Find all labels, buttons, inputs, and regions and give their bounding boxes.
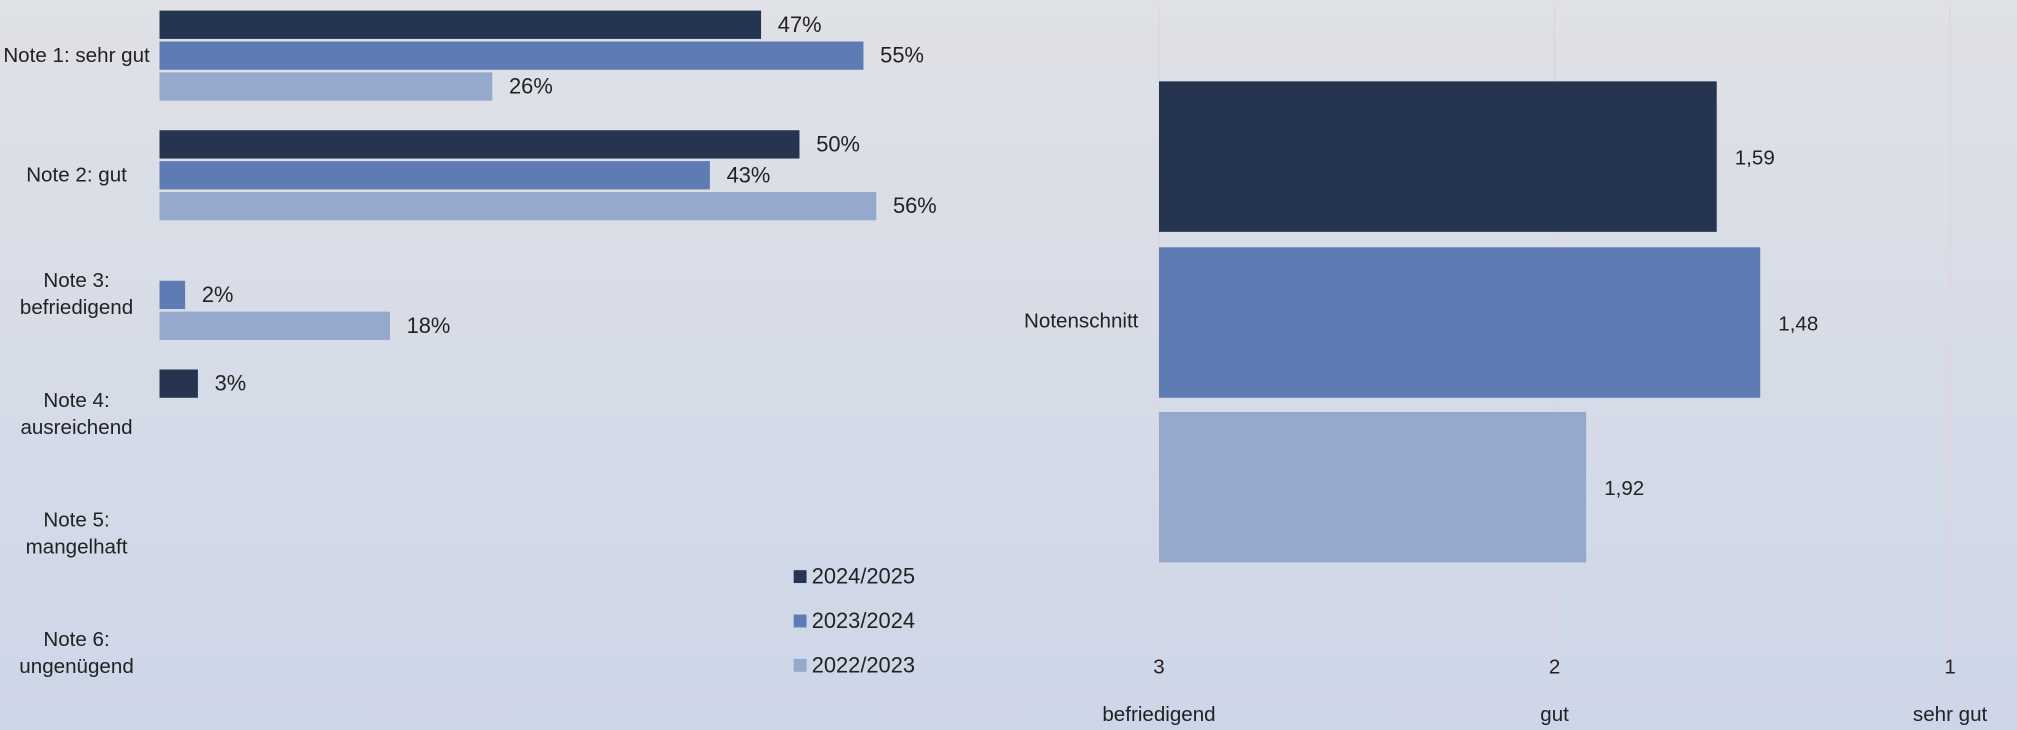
x-tick-label: 2 bbox=[1549, 655, 1560, 678]
category-label-text: Note 6: ungenügend bbox=[19, 629, 134, 679]
category-label-text: Note 2: gut bbox=[26, 164, 127, 187]
legend-label: 2023/2024 bbox=[812, 608, 915, 633]
value-label: 43% bbox=[727, 162, 771, 187]
bar bbox=[1159, 411, 1587, 563]
bar bbox=[159, 369, 198, 398]
category-label: Notenschnitt bbox=[1024, 309, 1139, 332]
legend-swatch bbox=[793, 658, 807, 672]
category-label: Note 3: befriedigend bbox=[19, 270, 134, 320]
value-label: 1,59 bbox=[1735, 147, 1775, 170]
bar bbox=[159, 72, 493, 101]
value-label: 2% bbox=[202, 282, 234, 307]
category-label: Note 2: gut bbox=[26, 164, 127, 187]
legend-swatch bbox=[793, 570, 807, 584]
value-label: 50% bbox=[816, 131, 860, 156]
category-label-text: Note 4: ausreichend bbox=[20, 390, 133, 439]
value-label: 3% bbox=[215, 371, 247, 396]
x-tick-name: sehr gut bbox=[1913, 703, 1988, 726]
value-label: 47% bbox=[778, 12, 822, 37]
category-label-text: Note 1: sehr gut bbox=[3, 44, 150, 67]
bar bbox=[159, 191, 877, 221]
category-label: Note 4: ausreichend bbox=[20, 390, 133, 439]
value-label: 56% bbox=[893, 193, 937, 218]
bar bbox=[1159, 81, 1717, 232]
bar bbox=[159, 280, 186, 310]
value-label: 55% bbox=[880, 43, 924, 68]
legend-label: 2022/2023 bbox=[812, 652, 915, 677]
category-label: Note 5: mangelhaft bbox=[25, 509, 128, 559]
bar bbox=[159, 41, 864, 70]
value-label: 1,92 bbox=[1604, 477, 1644, 500]
bar bbox=[159, 161, 710, 190]
category-label-text: Note 5: mangelhaft bbox=[25, 509, 128, 559]
bar bbox=[159, 130, 800, 159]
x-tick-label: 3 bbox=[1153, 655, 1164, 678]
bar bbox=[159, 311, 390, 340]
legend-swatch bbox=[793, 614, 807, 628]
legend-label: 2024/2025 bbox=[812, 564, 915, 589]
value-label: 26% bbox=[509, 74, 553, 99]
bar bbox=[159, 10, 762, 39]
category-label-text: Note 3: befriedigend bbox=[19, 270, 134, 320]
value-label: 18% bbox=[407, 313, 451, 338]
category-label: Note 1: sehr gut bbox=[3, 44, 150, 67]
x-tick-name: befriedigend bbox=[1102, 703, 1215, 726]
x-tick-name: gut bbox=[1540, 703, 1569, 726]
value-label: 1,48 bbox=[1778, 313, 1818, 336]
category-label: Note 6: ungenügend bbox=[19, 629, 134, 679]
bar bbox=[1159, 247, 1761, 398]
x-tick-label: 1 bbox=[1944, 655, 1955, 678]
